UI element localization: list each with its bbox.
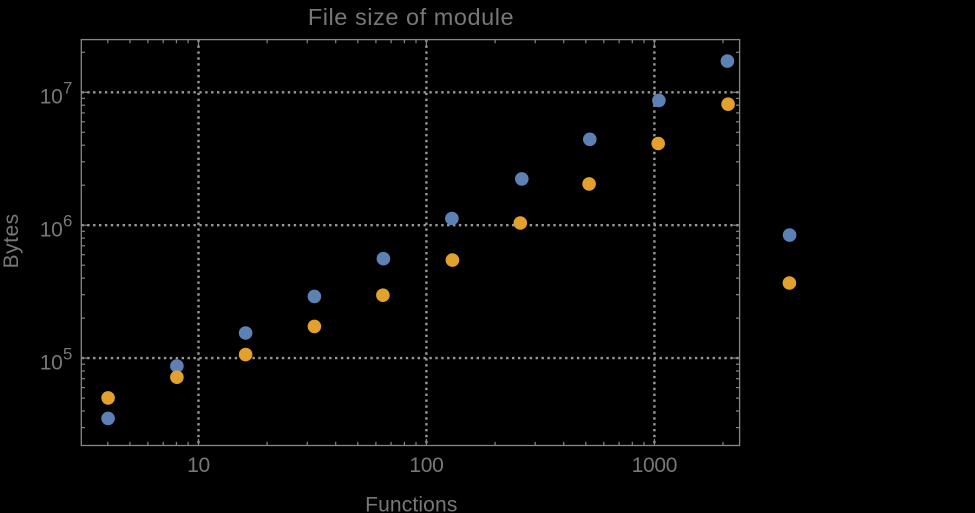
svg-text:File size of module: File size of module — [308, 4, 514, 30]
svg-text:10: 10 — [40, 86, 63, 109]
svg-text:Functions: Functions — [365, 493, 457, 513]
svg-text:10: 10 — [187, 454, 210, 477]
svg-text:10: 10 — [40, 352, 63, 375]
svg-text:10: 10 — [40, 219, 63, 242]
svg-text:7: 7 — [63, 79, 72, 98]
svg-text:Bytes: Bytes — [0, 213, 23, 268]
svg-text:5: 5 — [63, 344, 72, 363]
svg-text:100: 100 — [409, 454, 443, 477]
svg-text:6: 6 — [63, 212, 72, 231]
svg-text:1000: 1000 — [632, 454, 678, 477]
